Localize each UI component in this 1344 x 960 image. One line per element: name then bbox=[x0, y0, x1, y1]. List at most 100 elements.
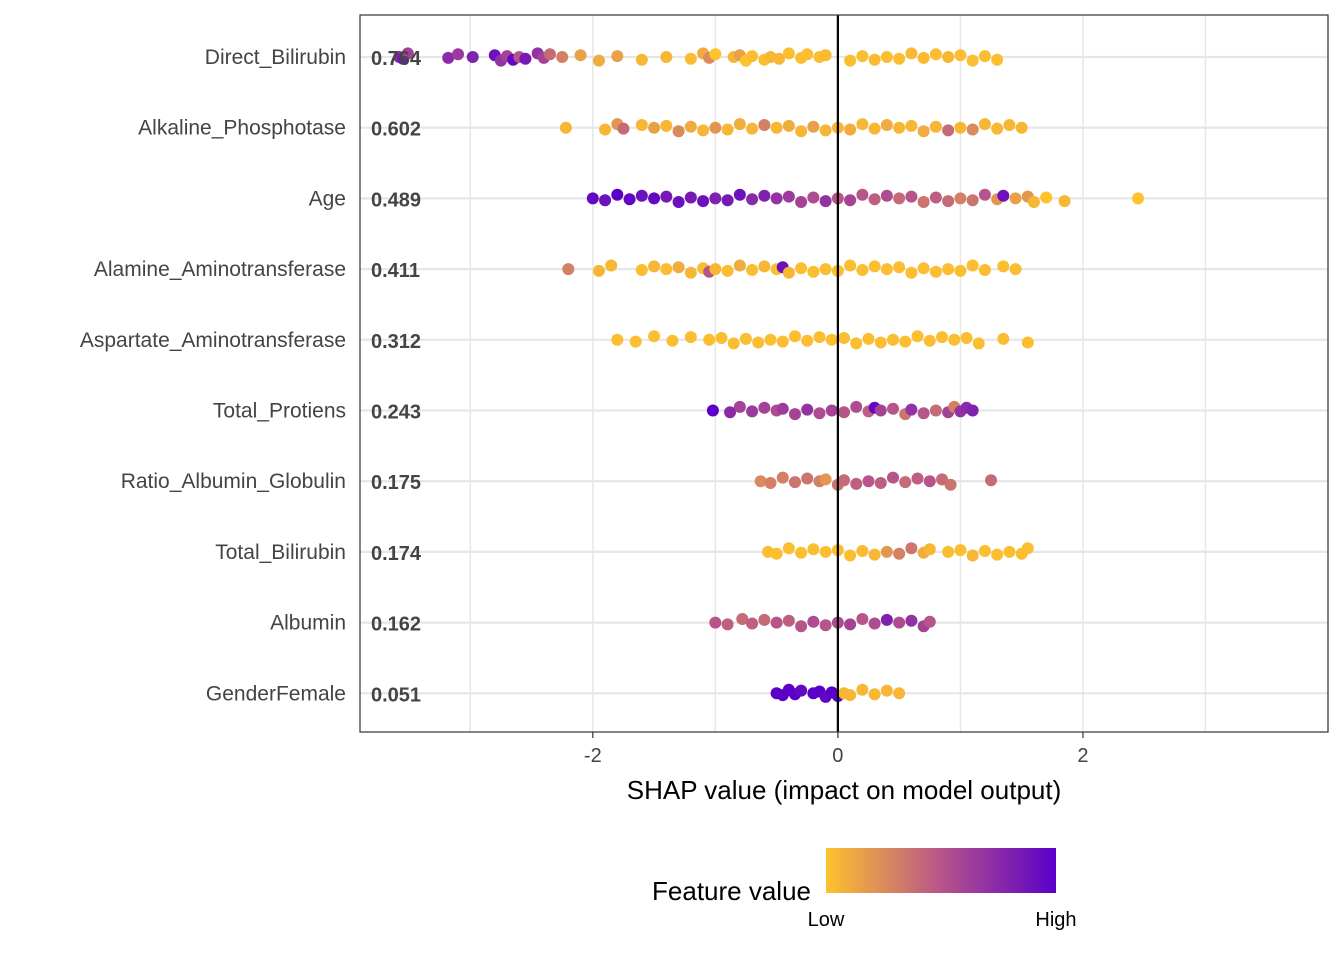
shap-point bbox=[960, 332, 973, 344]
shap-point bbox=[819, 545, 832, 558]
shap-point bbox=[648, 121, 661, 134]
shap-point bbox=[782, 266, 795, 279]
shap-point bbox=[856, 118, 869, 131]
shap-point bbox=[844, 123, 857, 136]
shap-point bbox=[746, 50, 759, 63]
shap-point bbox=[954, 49, 967, 62]
shap-point bbox=[721, 618, 734, 631]
shap-point bbox=[1040, 191, 1053, 204]
shap-point bbox=[452, 48, 465, 61]
shap-point bbox=[874, 404, 887, 417]
shap-point bbox=[819, 619, 832, 632]
shap-point bbox=[966, 123, 979, 136]
shap-point bbox=[887, 471, 900, 484]
shap-point bbox=[724, 406, 737, 419]
shap-point bbox=[611, 333, 624, 346]
shap-point bbox=[1009, 192, 1022, 205]
shap-point bbox=[746, 617, 759, 630]
shap-point bbox=[880, 119, 893, 131]
shap-point bbox=[764, 477, 777, 489]
shap-point bbox=[758, 119, 771, 131]
shap-point bbox=[684, 120, 697, 133]
shap-point bbox=[721, 194, 734, 207]
importance-label: 0.411 bbox=[371, 260, 420, 282]
shap-point bbox=[972, 337, 985, 350]
shap-point bbox=[1027, 196, 1040, 208]
shap-point bbox=[736, 613, 749, 625]
shap-point bbox=[838, 332, 850, 344]
shap-point bbox=[1015, 121, 1028, 134]
shap-point bbox=[850, 477, 863, 490]
shap-point bbox=[770, 547, 783, 560]
shap-point bbox=[543, 48, 556, 61]
shap-point bbox=[592, 54, 605, 67]
shap-point bbox=[807, 615, 820, 628]
legend-colorbar bbox=[826, 848, 1056, 893]
shap-point bbox=[825, 404, 838, 417]
shap-point bbox=[942, 263, 955, 276]
shap-point bbox=[648, 192, 661, 205]
shap-point bbox=[754, 475, 767, 488]
shap-point bbox=[1021, 336, 1034, 349]
shap-point bbox=[966, 549, 979, 562]
shap-point bbox=[880, 51, 893, 63]
shap-point bbox=[758, 189, 771, 202]
shap-point bbox=[929, 404, 942, 417]
shap-point bbox=[887, 402, 900, 415]
legend-low-label: Low bbox=[808, 909, 845, 931]
shap-point bbox=[635, 53, 648, 66]
shap-point bbox=[905, 47, 918, 60]
shap-point bbox=[684, 266, 697, 279]
shap-point bbox=[942, 195, 955, 208]
shap-point bbox=[672, 196, 685, 208]
shap-point bbox=[559, 121, 572, 134]
shap-point bbox=[911, 472, 924, 485]
shap-point bbox=[782, 190, 795, 203]
shap-point bbox=[788, 330, 801, 343]
shap-point bbox=[893, 687, 906, 700]
shap-point bbox=[709, 263, 722, 276]
shap-point bbox=[923, 334, 936, 347]
shap-point bbox=[684, 331, 697, 344]
shap-point bbox=[776, 402, 789, 415]
shap-point bbox=[611, 188, 624, 201]
shap-point bbox=[592, 264, 605, 277]
shap-points bbox=[393, 47, 1145, 703]
shap-point bbox=[562, 263, 575, 276]
shap-point bbox=[966, 259, 979, 272]
shap-point bbox=[1003, 119, 1016, 131]
shap-point bbox=[868, 688, 881, 701]
shap-point bbox=[727, 337, 740, 350]
shap-point bbox=[1058, 195, 1071, 208]
shap-point bbox=[917, 125, 930, 138]
shap-point bbox=[923, 543, 936, 556]
shap-point bbox=[856, 188, 869, 201]
importance-label: 0.051 bbox=[371, 684, 421, 706]
shap-point bbox=[758, 401, 771, 414]
x-axis-ticks: -2 0 2 bbox=[584, 732, 1088, 767]
shap-point bbox=[911, 330, 924, 343]
shap-point bbox=[1009, 263, 1022, 276]
shap-point bbox=[844, 689, 857, 702]
shap-point bbox=[868, 53, 881, 66]
shap-point bbox=[966, 404, 979, 417]
shap-point bbox=[985, 474, 998, 487]
shap-point bbox=[401, 47, 414, 60]
shap-point bbox=[978, 118, 991, 131]
shap-point bbox=[942, 545, 955, 558]
feature-label: Total_Protiens bbox=[213, 400, 346, 423]
shap-point bbox=[586, 192, 599, 205]
shap-point bbox=[825, 333, 838, 346]
shap-point bbox=[684, 191, 697, 204]
shap-point bbox=[776, 471, 789, 484]
shap-point bbox=[893, 261, 906, 274]
shap-point bbox=[905, 119, 918, 132]
shap-point bbox=[801, 48, 814, 61]
shap-point bbox=[758, 613, 771, 626]
shap-point bbox=[648, 330, 661, 343]
shap-point bbox=[819, 195, 832, 208]
shap-point bbox=[629, 335, 642, 348]
shap-point bbox=[978, 50, 991, 63]
shap-point bbox=[776, 335, 789, 348]
importance-label: 0.162 bbox=[371, 614, 421, 636]
